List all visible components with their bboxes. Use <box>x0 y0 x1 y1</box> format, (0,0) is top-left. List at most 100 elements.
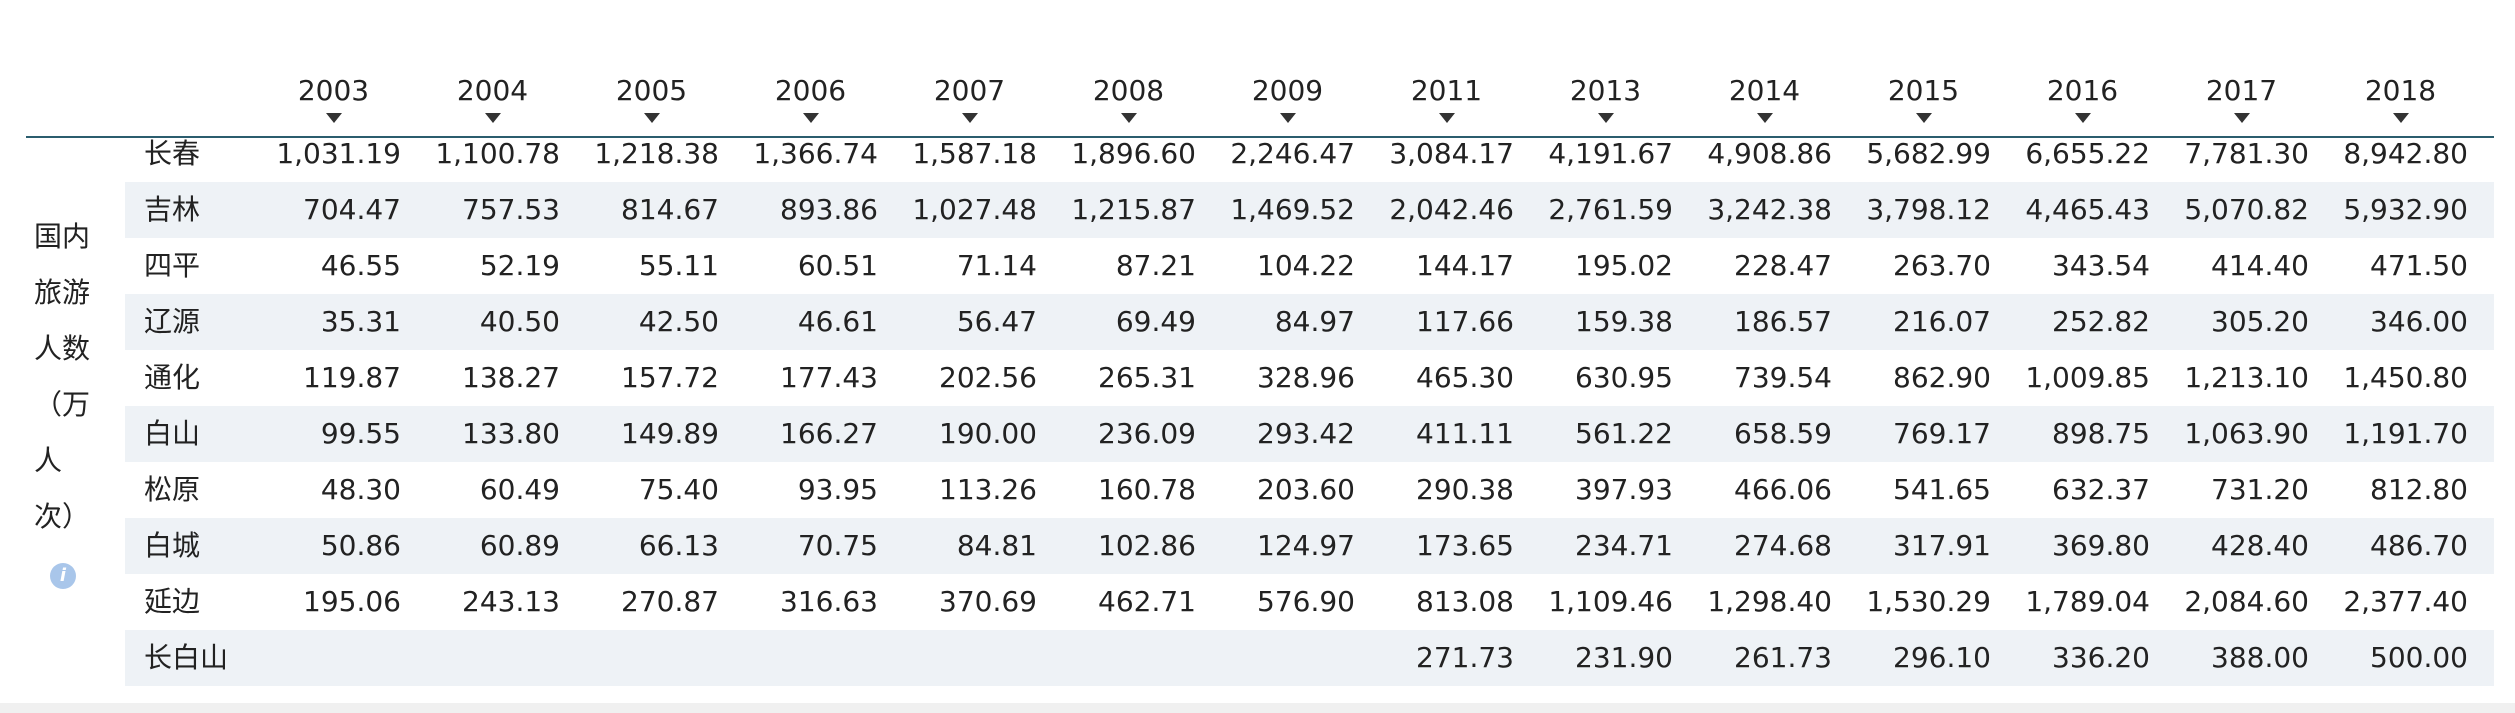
sort-arrow[interactable] <box>325 113 342 123</box>
cell: 117.66 <box>1416 305 1514 338</box>
sort-arrow[interactable] <box>643 113 660 123</box>
cell: 99.55 <box>320 417 401 450</box>
cell: 60.51 <box>797 249 878 282</box>
cell: 177.43 <box>780 361 878 394</box>
column-header[interactable]: 2005 <box>615 74 688 107</box>
cell: 3,084.17 <box>1389 137 1514 170</box>
cell: 1,298.40 <box>1707 585 1832 618</box>
cell: 1,100.78 <box>435 137 560 170</box>
cell: 1,191.70 <box>2343 417 2468 450</box>
header-rule <box>26 136 2494 138</box>
sort-arrow[interactable] <box>1597 113 1614 123</box>
cell: 893.86 <box>780 193 878 226</box>
cell: 104.22 <box>1257 249 1355 282</box>
column-header[interactable]: 2017 <box>2205 74 2278 107</box>
cell: 465.30 <box>1416 361 1514 394</box>
column-header[interactable]: 2006 <box>774 74 847 107</box>
cell: 274.68 <box>1734 529 1832 562</box>
cell: 271.73 <box>1416 641 1514 674</box>
cell: 119.87 <box>303 361 401 394</box>
cell: 814.67 <box>621 193 719 226</box>
column-header[interactable]: 2011 <box>1410 74 1483 107</box>
row-name: 延边 <box>144 585 201 618</box>
cell: 252.82 <box>2052 305 2150 338</box>
cell: 216.07 <box>1893 305 1991 338</box>
sort-arrow[interactable] <box>1756 113 1773 123</box>
cell: 149.89 <box>621 417 719 450</box>
cell: 173.65 <box>1416 529 1514 562</box>
row-name: 吉林 <box>144 193 201 226</box>
cell: 317.91 <box>1893 529 1991 562</box>
row-band <box>125 406 2494 462</box>
cell: 60.49 <box>479 473 560 506</box>
sort-arrow[interactable] <box>1120 113 1137 123</box>
cell: 293.42 <box>1257 417 1355 450</box>
cell: 46.55 <box>320 249 401 282</box>
cell: 236.09 <box>1098 417 1196 450</box>
column-header[interactable]: 2007 <box>933 74 1006 107</box>
cell: 3,798.12 <box>1866 193 1991 226</box>
row-name: 长春 <box>144 137 201 170</box>
column-header[interactable]: 2008 <box>1092 74 1165 107</box>
cell: 50.86 <box>320 529 401 562</box>
cell: 8,942.80 <box>2343 137 2468 170</box>
cell: 265.31 <box>1098 361 1196 394</box>
sort-arrow[interactable] <box>2392 113 2409 123</box>
cell: 144.17 <box>1416 249 1514 282</box>
cell: 296.10 <box>1893 641 1991 674</box>
cell: 66.13 <box>638 529 719 562</box>
cell: 1,896.60 <box>1071 137 1196 170</box>
cell: 4,908.86 <box>1707 137 1832 170</box>
cell: 1,109.46 <box>1548 585 1673 618</box>
cell: 56.47 <box>956 305 1037 338</box>
cell: 231.90 <box>1575 641 1673 674</box>
column-header[interactable]: 2009 <box>1251 74 1324 107</box>
cell: 1,530.29 <box>1866 585 1991 618</box>
cell: 862.90 <box>1893 361 1991 394</box>
column-header[interactable]: 2018 <box>2364 74 2437 107</box>
cell: 462.71 <box>1098 585 1196 618</box>
column-header[interactable]: 2015 <box>1887 74 1960 107</box>
sort-arrow[interactable] <box>1279 113 1296 123</box>
cell: 561.22 <box>1575 417 1673 450</box>
cell: 160.78 <box>1098 473 1196 506</box>
cell: 1,031.19 <box>276 137 401 170</box>
cell: 1,215.87 <box>1071 193 1196 226</box>
cell: 124.97 <box>1257 529 1355 562</box>
cell: 813.08 <box>1416 585 1514 618</box>
sort-arrow[interactable] <box>2074 113 2091 123</box>
cell: 84.97 <box>1274 305 1355 338</box>
cell: 541.65 <box>1893 473 1991 506</box>
sort-arrow[interactable] <box>802 113 819 123</box>
cell: 70.75 <box>797 529 878 562</box>
cell: 42.50 <box>638 305 719 338</box>
footer-strip <box>0 703 2515 713</box>
sort-arrow[interactable] <box>2233 113 2250 123</box>
cell: 60.89 <box>479 529 560 562</box>
sort-arrow[interactable] <box>961 113 978 123</box>
column-header[interactable]: 2013 <box>1569 74 1642 107</box>
sort-arrow[interactable] <box>1438 113 1455 123</box>
cell: 102.86 <box>1098 529 1196 562</box>
row-name: 松原 <box>144 473 201 506</box>
cell: 316.63 <box>780 585 878 618</box>
sort-arrow[interactable] <box>1915 113 1932 123</box>
row-name: 辽源 <box>144 305 201 338</box>
column-header[interactable]: 2004 <box>456 74 529 107</box>
cell: 343.54 <box>2052 249 2150 282</box>
sort-arrow[interactable] <box>484 113 501 123</box>
cell: 2,084.60 <box>2184 585 2309 618</box>
info-icon[interactable]: i <box>50 563 76 589</box>
cell: 1,469.52 <box>1230 193 1355 226</box>
column-header[interactable]: 2014 <box>1728 74 1801 107</box>
cell: 414.40 <box>2211 249 2309 282</box>
cell: 1,213.10 <box>2184 361 2309 394</box>
row-band <box>125 518 2494 574</box>
cell: 2,246.47 <box>1230 137 1355 170</box>
cell: 113.26 <box>939 473 1037 506</box>
cell: 1,009.85 <box>2025 361 2150 394</box>
column-header[interactable]: 2016 <box>2046 74 2119 107</box>
column-header[interactable]: 2003 <box>297 74 370 107</box>
cell: 138.27 <box>462 361 560 394</box>
cell: 471.50 <box>2370 249 2468 282</box>
